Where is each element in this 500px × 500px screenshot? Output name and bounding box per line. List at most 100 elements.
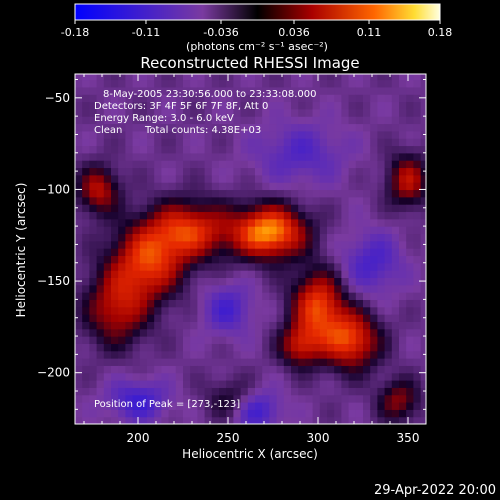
heatmap-cell — [118, 74, 126, 81]
heatmap-cell — [175, 336, 184, 344]
heatmap-cell — [219, 270, 227, 279]
heatmap-cell — [291, 270, 299, 279]
heatmap-cell — [291, 167, 299, 176]
heatmap-cell — [132, 358, 141, 366]
heatmap-cell — [384, 182, 393, 191]
heatmap-cell — [305, 343, 314, 352]
heatmap-cell — [305, 240, 314, 249]
heatmap-cell — [305, 314, 314, 322]
heatmap-cell — [262, 306, 270, 315]
heatmap-cell — [255, 94, 263, 103]
heatmap-cell — [204, 284, 213, 293]
heatmap-cell — [399, 314, 407, 322]
heatmap-cell — [147, 196, 155, 205]
heatmap-cell — [154, 416, 162, 424]
heatmap-cell — [204, 314, 213, 322]
heatmap-cell — [226, 387, 234, 396]
heatmap-cell — [298, 372, 306, 381]
heatmap-cell — [190, 380, 198, 388]
heatmap-cell — [168, 409, 177, 418]
heatmap-cell — [197, 402, 206, 410]
heatmap-cell — [305, 321, 314, 330]
heatmap-cell — [219, 152, 227, 161]
heatmap-cell — [384, 130, 393, 139]
heatmap-cell — [413, 116, 422, 125]
heatmap-cell — [139, 358, 148, 366]
heatmap-cell — [391, 336, 400, 344]
heatmap-cell — [399, 350, 407, 359]
heatmap-cell — [348, 74, 357, 81]
heatmap-cell — [211, 365, 220, 374]
heatmap-cell — [327, 145, 335, 154]
heatmap-cell — [348, 409, 357, 418]
heatmap-cell — [89, 292, 98, 300]
heatmap-cell — [298, 394, 306, 403]
heatmap-cell — [161, 299, 170, 308]
heatmap-cell — [377, 196, 386, 205]
heatmap-cell — [291, 336, 299, 344]
heatmap-cell — [75, 416, 83, 424]
heatmap-cell — [154, 292, 162, 300]
heatmap-cell — [341, 138, 350, 147]
heatmap-cell — [219, 365, 227, 374]
heatmap-cell — [341, 255, 350, 264]
heatmap-cell — [355, 372, 364, 381]
heatmap-cell — [363, 299, 371, 308]
heatmap-cell — [168, 277, 177, 286]
heatmap-cell — [276, 152, 285, 161]
chart-title: Reconstructed RHESSI Image — [140, 54, 359, 72]
heatmap-cell — [348, 218, 357, 227]
heatmap-cell — [82, 116, 90, 125]
heatmap-cell — [420, 409, 426, 418]
heatmap-cell — [283, 152, 292, 161]
heatmap-cell — [363, 262, 371, 271]
heatmap-cell — [240, 160, 249, 169]
heatmap-cell — [406, 394, 414, 403]
heatmap-cell — [139, 189, 148, 198]
heatmap-cell — [420, 372, 426, 381]
heatmap-cell — [204, 189, 213, 198]
heatmap-cell — [377, 277, 386, 286]
heatmap-cell — [355, 299, 364, 308]
heatmap-cell — [219, 277, 227, 286]
heatmap-cell — [269, 292, 278, 300]
heatmap-cell — [82, 101, 90, 110]
heatmap-cell — [226, 306, 234, 315]
heatmap-cell — [305, 248, 314, 257]
heatmap-cell — [226, 248, 234, 257]
heatmap-cell — [183, 240, 191, 249]
heatmap-cell — [219, 116, 227, 125]
heatmap-cell — [89, 372, 98, 381]
heatmap-cell — [240, 328, 249, 337]
heatmap-cell — [283, 284, 292, 293]
heatmap-cell — [391, 196, 400, 205]
heatmap-cell — [413, 262, 422, 271]
heatmap-cell — [139, 365, 148, 374]
heatmap-cell — [370, 328, 378, 337]
heatmap-cell — [413, 409, 422, 418]
heatmap-cell — [406, 270, 414, 279]
heatmap-cell — [111, 116, 119, 125]
heatmap-cell — [197, 299, 206, 308]
heatmap-cell — [183, 196, 191, 205]
heatmap-cell — [132, 416, 141, 424]
heatmap-cell — [298, 211, 306, 220]
heatmap-cell — [262, 240, 270, 249]
heatmap-cell — [190, 321, 198, 330]
heatmap-cell — [276, 365, 285, 374]
heatmap-cell — [348, 372, 357, 381]
heatmap-cell — [204, 321, 213, 330]
heatmap-cell — [168, 174, 177, 183]
heatmap-cell — [377, 226, 386, 235]
heatmap-cell — [132, 306, 141, 315]
heatmap-cell — [161, 277, 170, 286]
heatmap-cell — [233, 358, 242, 366]
heatmap-cell — [406, 292, 414, 300]
heatmap-cell — [139, 86, 148, 95]
heatmap-cell — [118, 204, 126, 213]
heatmap-cell — [334, 314, 342, 322]
heatmap-cell — [240, 409, 249, 418]
heatmap-cell — [255, 292, 263, 300]
heatmap-cell — [82, 240, 90, 249]
heatmap-cell — [327, 196, 335, 205]
